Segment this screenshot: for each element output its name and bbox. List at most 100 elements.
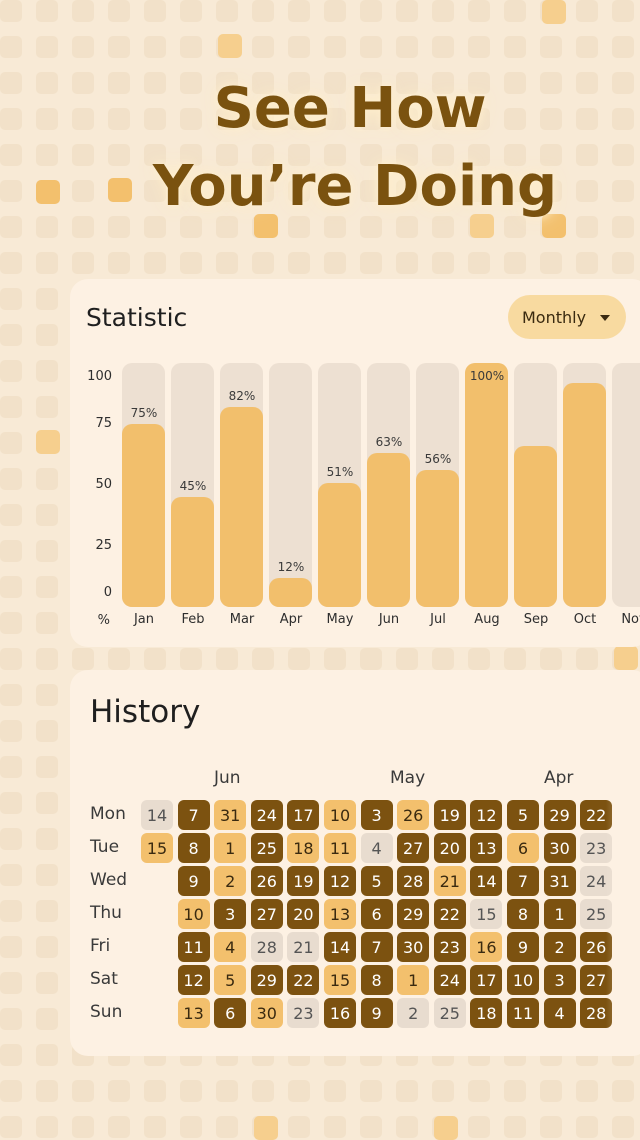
- history-day-cell[interactable]: 6: [360, 899, 393, 929]
- history-day-cell[interactable]: 21: [433, 866, 466, 896]
- history-day-cell[interactable]: 4: [360, 833, 393, 863]
- bar-jan[interactable]: [122, 424, 165, 607]
- history-day-cell[interactable]: 15: [470, 899, 503, 929]
- history-day-cell[interactable]: 7: [360, 932, 393, 962]
- background-tile: [396, 1080, 418, 1102]
- history-day-cell[interactable]: 6: [214, 998, 247, 1028]
- bar-apr[interactable]: [269, 577, 312, 607]
- history-day-cell[interactable]: 11: [177, 932, 210, 962]
- history-day-cell[interactable]: 11: [324, 833, 356, 863]
- background-tile: [36, 0, 58, 22]
- history-day-cell[interactable]: 11: [507, 998, 539, 1028]
- history-day-cell[interactable]: 5: [360, 866, 393, 896]
- history-day-cell[interactable]: 17: [470, 965, 503, 995]
- history-day-cell[interactable]: 23: [287, 998, 320, 1028]
- history-day-cell[interactable]: 26: [397, 800, 430, 830]
- period-dropdown[interactable]: Monthly: [508, 295, 626, 339]
- history-day-cell[interactable]: 22: [287, 965, 320, 995]
- history-day-cell[interactable]: 20: [287, 899, 320, 929]
- history-day-cell[interactable]: 23: [433, 932, 466, 962]
- history-day-cell[interactable]: 2: [214, 866, 247, 896]
- history-day-cell[interactable]: 25: [250, 833, 283, 863]
- background-tile: [108, 1080, 130, 1102]
- history-day-cell[interactable]: 20: [433, 833, 466, 863]
- history-day-cell[interactable]: 24: [433, 965, 466, 995]
- history-day-cell[interactable]: 3: [360, 800, 393, 830]
- bar-oct[interactable]: [563, 382, 606, 607]
- history-day-cell[interactable]: 18: [470, 998, 503, 1028]
- history-day-cell[interactable]: 8: [507, 899, 539, 929]
- history-day-cell[interactable]: 19: [287, 866, 320, 896]
- history-day-cell[interactable]: 3: [543, 965, 576, 995]
- history-day-cell[interactable]: 12: [324, 866, 356, 896]
- history-day-cell[interactable]: 19: [433, 800, 466, 830]
- history-day-cell[interactable]: 27: [397, 833, 430, 863]
- bar-feb[interactable]: [171, 497, 214, 607]
- history-day-cell[interactable]: 28: [397, 866, 430, 896]
- history-day-cell[interactable]: 24: [250, 800, 283, 830]
- history-day-cell[interactable]: 4: [543, 998, 576, 1028]
- history-day-cell[interactable]: 13: [470, 833, 503, 863]
- background-tile: [252, 36, 274, 58]
- history-day-cell[interactable]: 29: [250, 965, 283, 995]
- history-day-cell[interactable]: 31: [214, 800, 247, 830]
- history-day-cell[interactable]: 1: [543, 899, 576, 929]
- history-day-cell[interactable]: 12: [470, 800, 503, 830]
- y-tick-label: 100: [87, 369, 112, 384]
- history-day-cell[interactable]: 25: [433, 998, 466, 1028]
- bar-jul[interactable]: [416, 470, 459, 607]
- background-tile: [504, 72, 526, 94]
- history-day-cell[interactable]: 9: [360, 998, 393, 1028]
- history-day-cell[interactable]: 9: [507, 932, 539, 962]
- history-day-cell[interactable]: 8: [177, 833, 210, 863]
- history-day-cell[interactable]: 17: [287, 800, 320, 830]
- history-day-cell[interactable]: 15: [324, 965, 356, 995]
- history-day-cell[interactable]: 5: [507, 800, 539, 830]
- background-tile: [612, 144, 634, 166]
- history-day-cell[interactable]: 16: [470, 932, 503, 962]
- history-day-cell[interactable]: 13: [324, 899, 356, 929]
- bar-may[interactable]: [318, 482, 361, 607]
- history-day-cell[interactable]: 1: [214, 833, 247, 863]
- history-day-cell[interactable]: 10: [177, 899, 210, 929]
- history-day-cell[interactable]: 7: [177, 800, 210, 830]
- background-tile: [504, 180, 526, 202]
- history-day-cell[interactable]: 12: [177, 965, 210, 995]
- history-day-cell[interactable]: 28: [250, 932, 283, 962]
- history-day-cell[interactable]: 2: [543, 932, 576, 962]
- history-day-cell[interactable]: 16: [324, 998, 356, 1028]
- history-day-cell[interactable]: 31: [543, 866, 576, 896]
- bar-sep[interactable]: [514, 445, 557, 607]
- history-day-cell[interactable]: 5: [214, 965, 247, 995]
- history-day-cell[interactable]: 3: [214, 899, 247, 929]
- history-day-cell[interactable]: 30: [250, 998, 283, 1028]
- history-day-cell[interactable]: 30: [543, 833, 576, 863]
- history-day-cell[interactable]: 10: [507, 965, 539, 995]
- bar-mar[interactable]: [220, 406, 263, 607]
- history-day-cell[interactable]: 13: [177, 998, 210, 1028]
- history-day-cell[interactable]: 9: [177, 866, 210, 896]
- history-day-cell[interactable]: 29: [397, 899, 430, 929]
- history-day-cell[interactable]: 6: [507, 833, 539, 863]
- history-day-cell[interactable]: 18: [287, 833, 320, 863]
- background-tile: [216, 180, 238, 202]
- background-tile: [144, 72, 166, 94]
- history-day-cell[interactable]: 8: [360, 965, 393, 995]
- history-day-cell[interactable]: 29: [543, 800, 576, 830]
- history-day-cell[interactable]: 14: [470, 866, 503, 896]
- history-day-cell[interactable]: 26: [250, 866, 283, 896]
- history-day-cell[interactable]: 14: [141, 800, 173, 830]
- history-day-cell[interactable]: 15: [141, 833, 173, 863]
- history-day-cell[interactable]: 30: [397, 932, 430, 962]
- history-day-cell[interactable]: 22: [433, 899, 466, 929]
- history-day-cell[interactable]: 7: [507, 866, 539, 896]
- history-day-cell[interactable]: 10: [324, 800, 356, 830]
- history-day-cell[interactable]: 14: [324, 932, 356, 962]
- history-day-cell[interactable]: 1: [397, 965, 430, 995]
- bar-jun[interactable]: [367, 453, 410, 607]
- bar-aug[interactable]: [465, 363, 508, 607]
- history-day-cell[interactable]: 4: [214, 932, 247, 962]
- history-day-cell[interactable]: 27: [250, 899, 283, 929]
- history-day-cell[interactable]: 2: [397, 998, 430, 1028]
- history-day-cell[interactable]: 21: [287, 932, 320, 962]
